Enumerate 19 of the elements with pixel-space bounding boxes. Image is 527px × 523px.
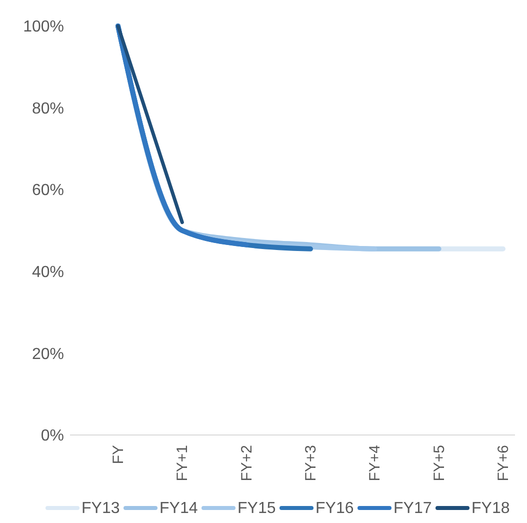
y-tick-label: 0% xyxy=(40,428,64,445)
legend-label: FY18 xyxy=(472,500,510,517)
y-tick-label: 40% xyxy=(32,264,64,281)
x-tick-label: FY+4 xyxy=(366,445,384,482)
legend-label: FY14 xyxy=(160,500,198,517)
y-tick-label: 20% xyxy=(32,346,64,363)
legend-label: FY15 xyxy=(238,500,276,517)
x-tick-label: FY+5 xyxy=(430,445,448,482)
x-tick-label: FY xyxy=(110,445,127,464)
x-tick-label: FY+3 xyxy=(302,445,320,482)
x-tick-label: FY+2 xyxy=(238,445,256,482)
y-tick-label: 80% xyxy=(32,100,64,118)
x-tick-label: FY+6 xyxy=(495,445,512,482)
legend-label: FY13 xyxy=(82,500,120,517)
y-tick-label: 60% xyxy=(32,182,64,200)
y-tick-label: 100% xyxy=(23,18,64,36)
legend-label: FY16 xyxy=(316,500,354,517)
x-tick-label: FY+1 xyxy=(174,445,192,482)
legend-label: FY17 xyxy=(394,500,432,517)
